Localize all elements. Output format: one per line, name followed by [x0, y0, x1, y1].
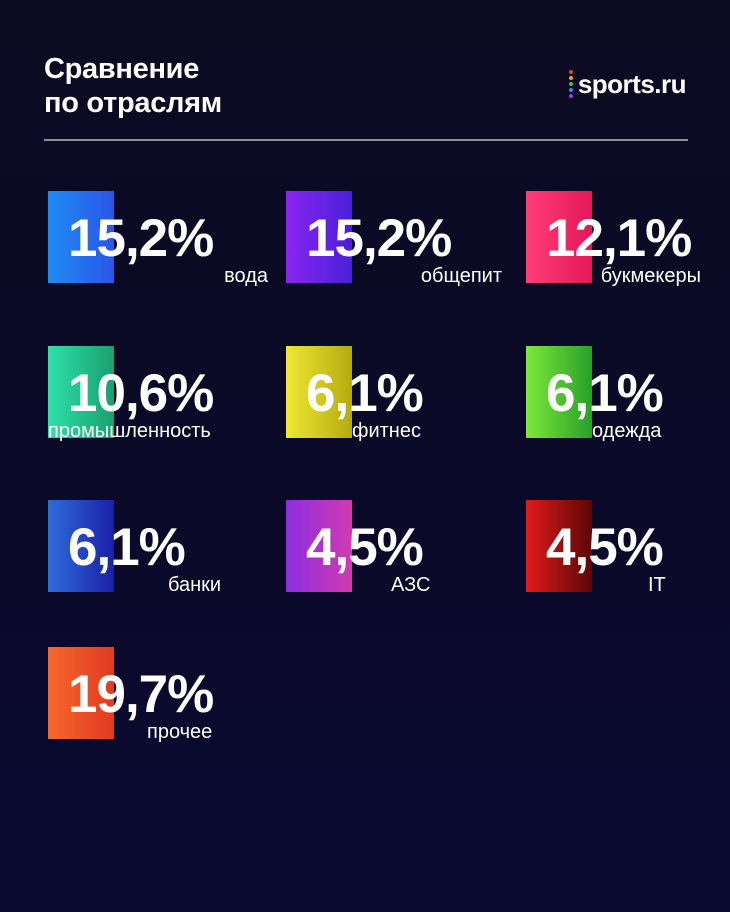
- stat-tile-bookmakers: 12,1% букмекеры: [526, 191, 730, 291]
- stat-color-square: [286, 191, 352, 283]
- stat-color-square: [526, 500, 592, 592]
- stat-color-square: [526, 346, 592, 438]
- stat-tile-banks: 6,1% банки: [48, 500, 268, 600]
- logo-dot: [568, 82, 573, 86]
- stat-color-square: [48, 191, 114, 283]
- logo-dot: [568, 70, 573, 74]
- logo-dots-icon: [568, 70, 573, 98]
- stat-label: вода: [224, 265, 268, 287]
- stat-label: фитнес: [352, 420, 421, 442]
- stat-tile-fitness: 6,1% фитнес: [286, 346, 506, 446]
- stat-label: букмекеры: [600, 265, 701, 287]
- stat-label: одежда: [592, 420, 662, 442]
- stat-tile-water: 15,2% вода: [48, 191, 268, 291]
- stat-tile-industry: 10,6% промышленность: [48, 346, 268, 446]
- logo-dot: [568, 94, 573, 98]
- stat-label: банки: [168, 574, 222, 596]
- header-divider: [44, 139, 688, 141]
- stat-color-square: [48, 647, 114, 739]
- logo-dot: [568, 76, 573, 80]
- stat-color-square: [286, 500, 352, 592]
- stat-color-square: [526, 191, 592, 283]
- stat-color-square: [48, 346, 114, 438]
- logo-text: sports.ru: [577, 68, 687, 99]
- stat-value: 15,2%: [68, 209, 214, 268]
- stat-value: 4,5%: [546, 518, 664, 577]
- page-title-line-2: по отраслям: [44, 87, 222, 119]
- stat-tile-other: 19,7% прочее: [48, 647, 268, 747]
- stat-value: 10,6%: [68, 364, 214, 423]
- stat-label: промышленность: [48, 420, 211, 442]
- stat-value: 6,1%: [306, 364, 424, 423]
- stat-tile-it: 4,5% IT: [526, 500, 730, 600]
- sports-ru-logo: sports.ru: [568, 68, 687, 100]
- stat-value: 15,2%: [306, 209, 452, 268]
- stat-value: 6,1%: [546, 364, 664, 423]
- header: Сравнение по отраслям: [44, 52, 222, 120]
- logo-dot: [568, 88, 573, 92]
- stat-tile-clothing: 6,1% одежда: [526, 346, 730, 446]
- page-title-line-1: Сравнение: [44, 53, 200, 85]
- stat-tile-catering: 15,2% общепит: [286, 191, 506, 291]
- stat-value: 12,1%: [546, 209, 692, 268]
- stat-label: прочее: [147, 721, 213, 743]
- stat-value: 4,5%: [306, 518, 424, 577]
- stat-color-square: [286, 346, 352, 438]
- stat-label: АЗС: [391, 574, 431, 596]
- stat-label: общепит: [420, 265, 502, 287]
- stat-value: 6,1%: [68, 518, 186, 577]
- stat-value: 19,7%: [68, 665, 214, 724]
- stat-color-square: [48, 500, 114, 592]
- stat-tile-gas-stations: 4,5% АЗС: [286, 500, 506, 600]
- stat-label: IT: [648, 574, 666, 596]
